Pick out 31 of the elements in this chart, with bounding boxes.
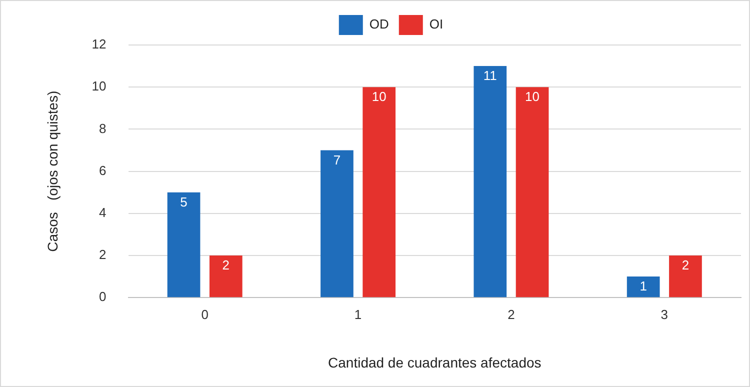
x-tick-label: 3 [660, 306, 668, 322]
data-label: 11 [483, 68, 497, 84]
legend-label: OI [429, 16, 444, 32]
bar [320, 150, 354, 298]
data-label: 2 [682, 258, 690, 273]
bar [626, 276, 660, 298]
y-axis-title: Casos (ojos con quistes) [44, 90, 60, 252]
y-tick-label: 10 [92, 78, 106, 94]
bar [669, 256, 702, 298]
y-tick-label: 8 [99, 120, 106, 136]
y-tick-label: 0 [99, 289, 106, 304]
data-label: 1 [640, 278, 647, 294]
bar [362, 87, 396, 298]
y-tick-label: 12 [92, 36, 106, 52]
bar [516, 87, 549, 298]
bar [474, 66, 507, 298]
data-label: 10 [372, 89, 386, 104]
y-tick-label: 6 [99, 162, 106, 178]
x-tick-label: 1 [354, 306, 362, 322]
y-tick-label: 2 [99, 247, 106, 262]
bar [209, 256, 242, 298]
x-axis-title: Cantidad de cuadrantes afectados [328, 354, 542, 370]
data-label: 10 [525, 89, 540, 104]
x-tick-label: 0 [201, 306, 208, 322]
bar [167, 192, 200, 298]
legend-label: OD [369, 16, 389, 32]
data-label: 5 [180, 194, 188, 210]
y-tick-label: 4 [99, 204, 106, 220]
x-tick-label: 2 [508, 306, 515, 322]
data-label: 7 [333, 152, 341, 168]
data-label: 2 [222, 258, 230, 273]
